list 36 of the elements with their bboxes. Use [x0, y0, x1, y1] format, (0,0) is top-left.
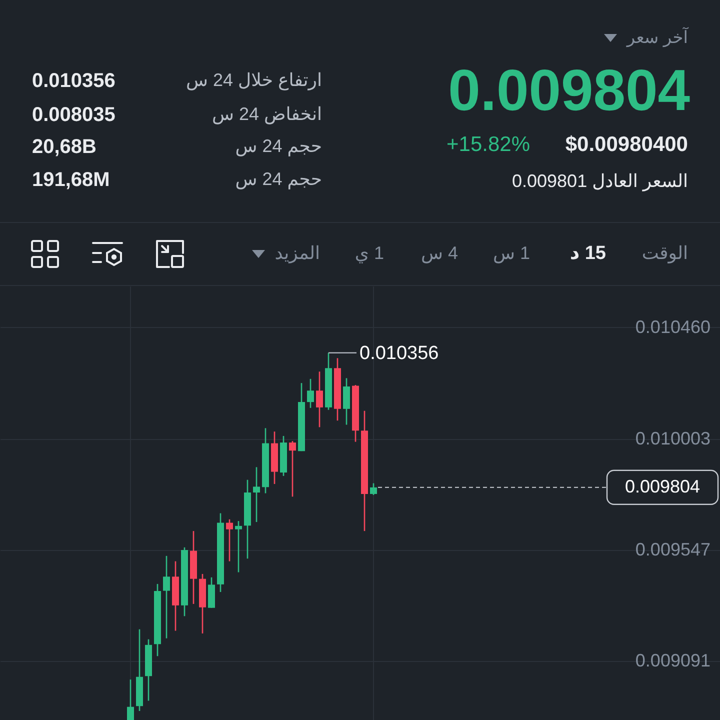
candlestick: [316, 370, 323, 428]
text: 191,68M: [32, 168, 110, 192]
text: 20,68B: [32, 135, 96, 159]
text: 0.010356: [32, 69, 116, 93]
text: آخر سعر: [626, 28, 688, 48]
text: ارتفاع خلال 24 س: [186, 70, 322, 92]
candlestick: [289, 440, 296, 498]
y-tick-label: 0.010460: [635, 316, 710, 337]
text: حجم 24 س: [235, 169, 322, 191]
text: المزيد: [274, 243, 320, 265]
ref-line-label: 0.009804: [624, 476, 700, 496]
annotation: 0.010356: [360, 342, 439, 364]
candlestick: [208, 576, 215, 608]
text: 4 س: [421, 243, 458, 265]
candlestick: [307, 378, 314, 409]
text: 0.008035: [32, 103, 116, 127]
candlestick: [127, 678, 134, 720]
candlestick: [226, 518, 233, 562]
candlestick: [253, 466, 260, 523]
y-tick-label: 0.009547: [635, 540, 710, 560]
text: انخفاض 24 س: [212, 104, 322, 126]
text: الوقت: [642, 243, 688, 265]
text: 15 د: [570, 242, 606, 266]
text: 1 س: [493, 243, 530, 265]
text: السعر العادل 0.009801: [512, 171, 688, 193]
text: 0.009804: [448, 57, 690, 126]
candlestick: [235, 520, 242, 573]
text: حجم 24 س: [235, 136, 322, 158]
candlestick: [343, 378, 350, 426]
y-tick-label: 0.009091: [635, 650, 710, 671]
candlestick: [370, 482, 377, 496]
text: $0.00980400: [565, 132, 688, 158]
text: +15.82%: [446, 132, 530, 158]
y-tick-label: 0.010003: [635, 428, 710, 448]
candlestick: [163, 555, 170, 639]
text: 1 ي: [354, 243, 384, 265]
